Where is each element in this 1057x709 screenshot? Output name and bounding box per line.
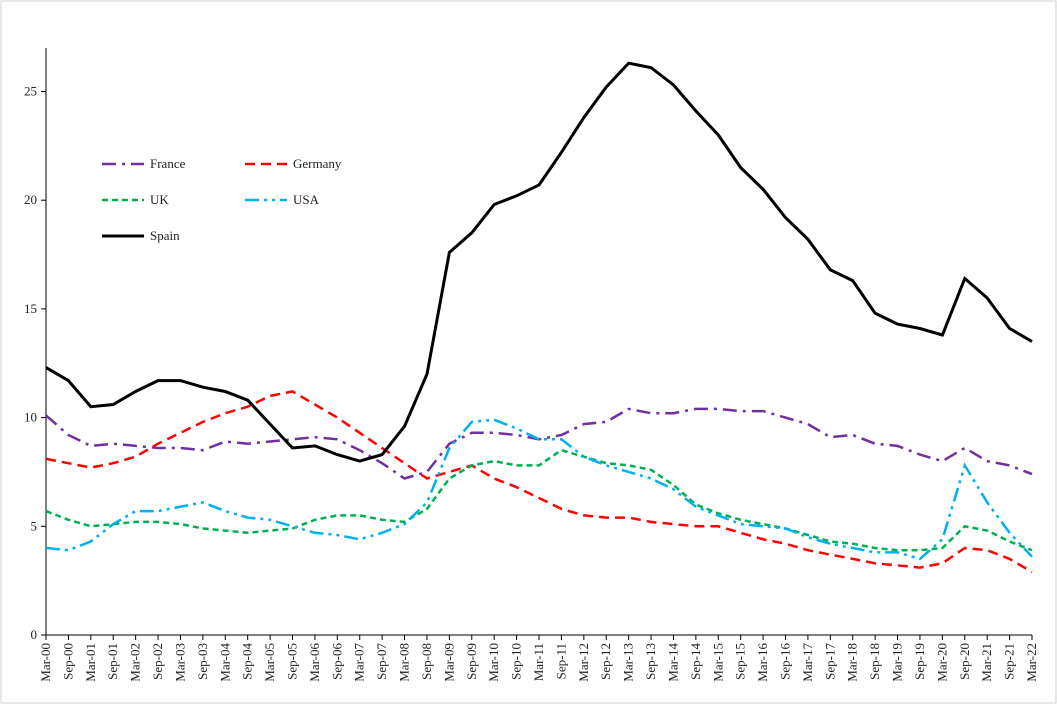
x-tick-label: Sep-04: [240, 643, 255, 680]
x-tick-label: Sep-01: [105, 643, 120, 680]
x-tick-label: Sep-02: [150, 643, 165, 680]
y-tick-label: 10: [24, 410, 37, 425]
legend-label: Spain: [150, 228, 180, 243]
x-tick-label: Mar-18: [845, 643, 860, 682]
x-tick-label: Mar-08: [397, 643, 412, 682]
legend-label: USA: [293, 192, 320, 207]
x-tick-label: Mar-17: [800, 643, 815, 682]
x-tick-label: Mar-09: [441, 643, 456, 682]
x-tick-label: Mar-21: [979, 643, 994, 682]
x-tick-label: Sep-06: [329, 643, 344, 680]
line-series: [45, 390, 1033, 574]
line-series: [45, 418, 1033, 561]
x-tick-label: Mar-05: [262, 643, 277, 682]
x-tick-label: Mar-00: [38, 643, 53, 682]
x-tick-label: Sep-20: [957, 643, 972, 680]
x-tick-label: Sep-07: [374, 643, 389, 680]
y-tick-label: 20: [24, 192, 37, 207]
x-tick-label: Sep-18: [867, 643, 882, 680]
x-tick-label: Mar-11: [531, 643, 546, 681]
x-tick-label: Sep-16: [778, 643, 793, 680]
x-tick-label: Sep-14: [688, 643, 703, 680]
x-tick-label: Mar-19: [890, 643, 905, 682]
x-tick-label: Mar-20: [934, 643, 949, 682]
x-tick-label: Sep-09: [464, 643, 479, 680]
x-tick-label: Mar-07: [352, 643, 367, 682]
x-tick-label: Mar-22: [1024, 643, 1039, 682]
legend-label: France: [150, 156, 186, 171]
x-tick-label: Mar-02: [128, 643, 143, 682]
line-series: [45, 61, 1033, 463]
legend-label: UK: [150, 192, 169, 207]
x-tick-label: Sep-05: [285, 643, 300, 680]
x-tick-label: Sep-10: [509, 643, 524, 680]
x-tick-label: Sep-03: [195, 643, 210, 680]
x-tick-label: Sep-08: [419, 643, 434, 680]
x-tick-label: Sep-19: [912, 643, 927, 680]
x-tick-label: Sep-21: [1002, 643, 1017, 680]
y-tick-label: 0: [31, 627, 38, 642]
x-tick-label: Mar-14: [665, 643, 680, 682]
x-tick-label: Sep-15: [733, 643, 748, 680]
x-tick-label: Mar-03: [172, 643, 187, 682]
y-tick-label: 5: [31, 518, 38, 533]
x-tick-label: Sep-11: [553, 643, 568, 679]
x-tick-label: Mar-12: [576, 643, 591, 682]
y-tick-label: 15: [24, 301, 37, 316]
x-tick-label: Mar-04: [217, 643, 232, 682]
x-tick-label: Mar-10: [486, 643, 501, 682]
x-tick-label: Mar-13: [621, 643, 636, 682]
x-tick-label: Mar-15: [710, 643, 725, 682]
x-tick-label: Mar-06: [307, 643, 322, 682]
x-tick-label: Sep-12: [598, 643, 613, 680]
x-tick-label: Sep-17: [822, 643, 837, 680]
line-series: [45, 448, 1033, 552]
legend-label: Germany: [293, 156, 342, 171]
x-tick-label: Mar-01: [83, 643, 98, 682]
x-tick-label: Sep-00: [60, 643, 75, 680]
y-tick-label: 25: [24, 83, 37, 98]
x-tick-label: Mar-16: [755, 643, 770, 682]
x-tick-label: Sep-13: [643, 643, 658, 680]
